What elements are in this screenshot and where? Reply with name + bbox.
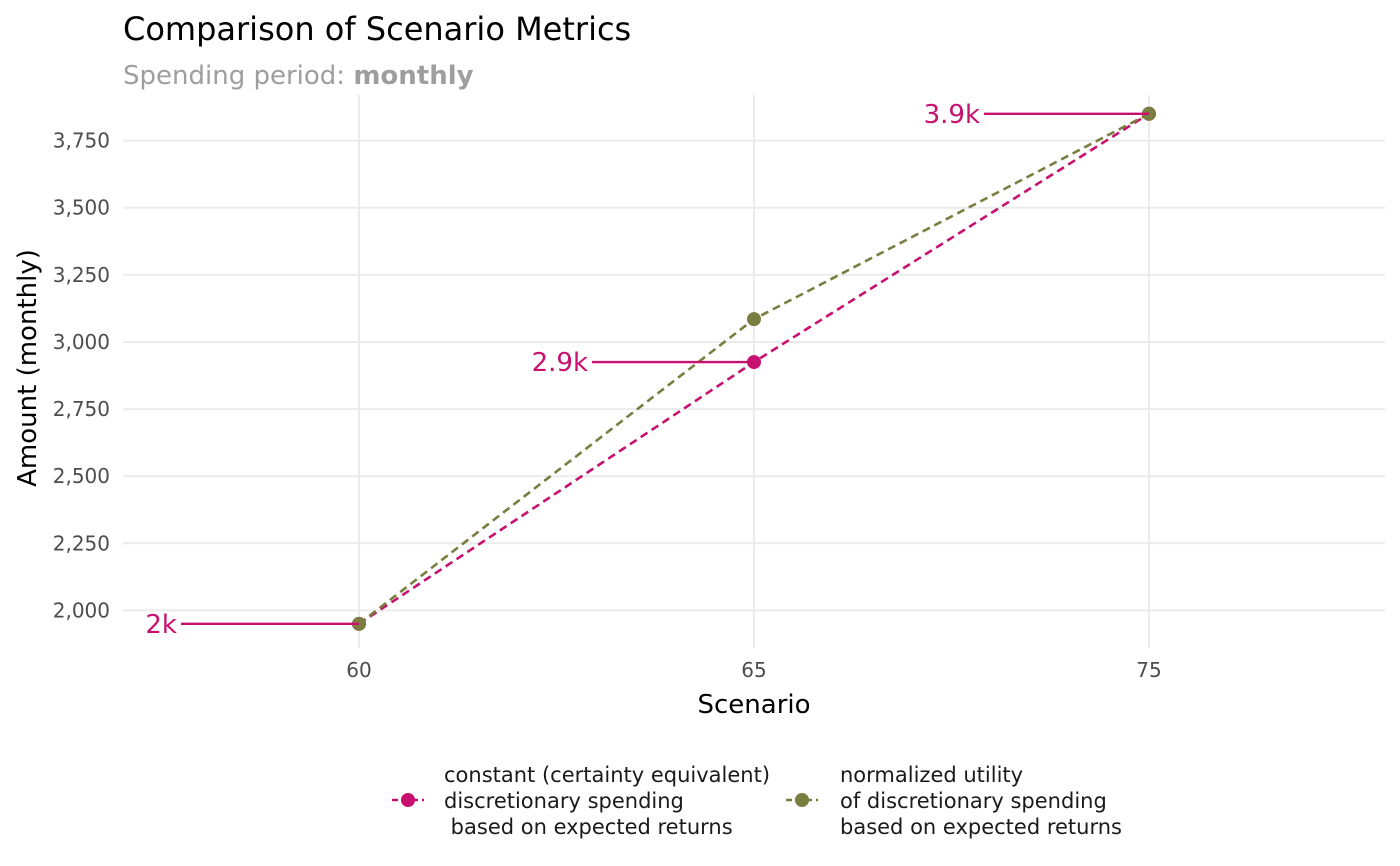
x-tick-label: 75 <box>1136 658 1161 682</box>
subtitle-part-bold: monthly <box>353 61 473 91</box>
legend-label: discretionary spending <box>444 789 684 813</box>
y-tick-label: 3,250 <box>53 263 110 287</box>
y-tick-label: 3,750 <box>53 129 110 153</box>
y-tick-label: 3,000 <box>53 330 110 354</box>
chart-title: Comparison of Scenario Metrics <box>123 10 631 48</box>
axes: 2,000 2,250 2,500 2,750 3,000 3,250 3,500 3,750… <box>53 129 1162 682</box>
legend-label: constant (certainty equivalent) <box>444 763 770 787</box>
y-tick-label: 2,750 <box>53 397 110 421</box>
legend-key-point <box>401 793 415 807</box>
grid <box>123 95 1385 648</box>
legend-key-point <box>795 793 809 807</box>
data-label: 2k <box>145 610 177 640</box>
data-point-utility <box>747 312 761 327</box>
y-tick-label: 2,500 <box>53 464 110 488</box>
legend-label: of discretionary spending <box>840 789 1107 813</box>
y-tick-label: 3,500 <box>53 196 110 220</box>
legend-label: based on expected returns <box>840 815 1122 839</box>
subtitle-part: Spending <box>123 61 245 91</box>
x-tick-label: 60 <box>346 658 371 682</box>
x-tick-label: 65 <box>741 658 766 682</box>
legend-item-constant: constant (certainty equivalent)discretio… <box>392 763 770 839</box>
legend: constant (certainty equivalent)discretio… <box>392 763 1122 839</box>
y-tick-label: 2,000 <box>53 598 110 622</box>
legend-label: based on expected returns <box>444 815 733 839</box>
y-axis-title: Amount (monthly) <box>13 249 43 487</box>
x-axis-title: Scenario <box>697 690 810 720</box>
subtitle-part: period: <box>253 61 345 91</box>
chart-subtitle: Spending period: monthly <box>123 61 474 91</box>
data-labels: 2k 2.9k 3.9k <box>145 100 1149 640</box>
data-label: 3.9k <box>924 100 980 130</box>
y-tick-label: 2,250 <box>53 531 110 555</box>
legend-label: normalized utility <box>840 763 1023 787</box>
data-label: 2.9k <box>532 348 588 378</box>
